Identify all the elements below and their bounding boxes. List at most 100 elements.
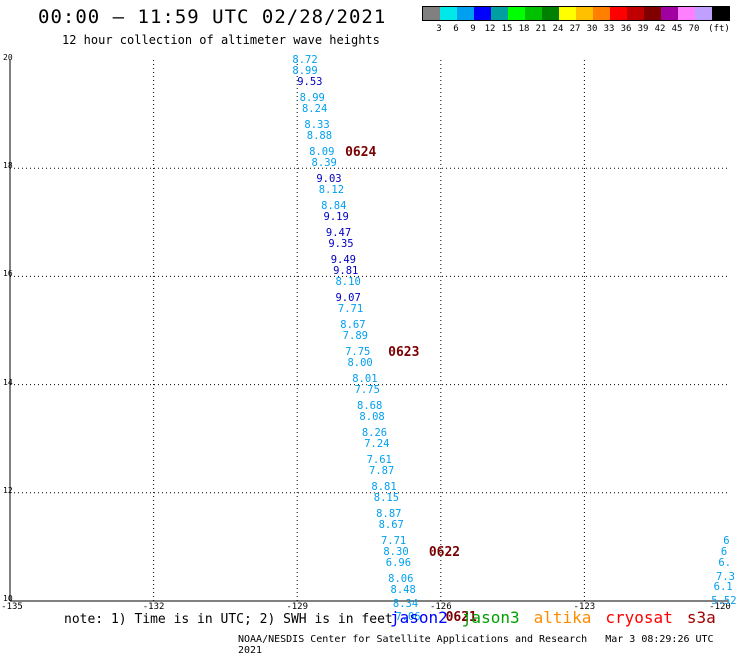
wave-height-value: 8.99 <box>299 91 325 104</box>
pass-time-label: 0624 <box>345 144 377 160</box>
longitude-label: -126 <box>429 602 452 612</box>
wave-height-value: 8.00 <box>347 356 373 369</box>
legend-label: 42 <box>654 24 666 34</box>
wave-height-value: 6.1 <box>713 581 733 594</box>
satellite-name: altika <box>533 608 592 627</box>
legend-label: 30 <box>586 24 598 34</box>
legend-swatch <box>542 7 559 20</box>
legend-label: 3 <box>436 24 442 34</box>
legend-label: 15 <box>501 24 513 34</box>
latitude-label: 12 <box>3 485 13 495</box>
wave-height-value: 8.39 <box>311 156 337 169</box>
legend-swatch <box>440 7 457 20</box>
wave-height-value: 8.88 <box>306 129 333 142</box>
wave-height-value: 9.35 <box>328 237 354 250</box>
wave-height-value: 8.81 <box>371 481 397 494</box>
legend-swatch <box>474 7 491 20</box>
legend-label: 6 <box>453 24 459 34</box>
legend-labels: 3 6 9 12 15 18 21 24 27 30 33 36 39 42 45 70 (ft) <box>422 24 730 38</box>
color-legend: 3 6 9 12 15 18 21 24 27 30 33 36 39 42 45 70 (ft) <box>422 6 730 38</box>
wave-height-value: 8.72 <box>292 54 318 66</box>
satellite-name: cryosat <box>605 608 673 627</box>
lat-lon-grid <box>9 60 728 602</box>
wave-height-value: 7.61 <box>366 454 392 467</box>
legend-label: 12 <box>484 24 496 34</box>
legend-label: 70 <box>688 24 700 34</box>
wave-height-value: 8.24 <box>301 102 328 115</box>
wave-height-value: 8.67 <box>378 519 404 532</box>
legend-swatch <box>576 7 593 20</box>
wave-height-value: 6 <box>723 535 730 548</box>
wave-height-value: 7.71 <box>380 535 407 548</box>
wave-height-value: 8.48 <box>390 584 416 597</box>
wave-height-value: 6.96 <box>385 557 412 570</box>
satellite-name: s3a <box>686 608 716 627</box>
wave-height-value: 8.30 <box>383 546 409 559</box>
legend-label: 33 <box>603 24 615 34</box>
latitude-label: 20 <box>3 53 13 62</box>
legend-swatch <box>695 7 712 20</box>
legend-swatch <box>678 7 695 20</box>
wave-height-value: 9.49 <box>330 254 356 267</box>
satellite-name: jason3 <box>461 608 520 627</box>
chart-subtitle: 12 hour collection of altimeter wave hei… <box>62 33 380 47</box>
longitude-label: -129 <box>286 602 309 612</box>
wave-height-value: 9.03 <box>316 173 342 186</box>
legend-swatch <box>627 7 644 20</box>
legend-label: 45 <box>671 24 683 34</box>
legend-label: 21 <box>535 24 547 34</box>
wave-height-value: 8.12 <box>318 183 345 196</box>
wave-height-value: 8.08 <box>359 411 385 424</box>
latitude-label: 16 <box>3 269 13 279</box>
longitude-label: -120 <box>709 602 731 612</box>
wave-height-value: 7.24 <box>364 438 390 451</box>
wave-height-value: 5.52 <box>711 595 737 607</box>
legend-swatch <box>661 7 678 20</box>
legend-label: 18 <box>518 24 530 34</box>
latitude-label: 10 <box>3 594 13 603</box>
wave-height-value: 7.89 <box>342 329 368 342</box>
credit-text: NOAA/NESDIS Center for Satellite Applica… <box>238 634 588 645</box>
wave-height-value: 7.3 <box>716 570 735 583</box>
wave-height-value: 9.53 <box>297 75 323 88</box>
longitude-label: -135 <box>1 602 23 612</box>
wave-height-value: 7.75 <box>354 384 380 396</box>
wave-height-value: 7.75 <box>345 346 371 359</box>
wave-height-value: 8.84 <box>321 200 347 213</box>
legend-swatch <box>525 7 542 20</box>
pass-time-label: 0622 <box>428 545 461 561</box>
longitude-label: -123 <box>573 602 596 612</box>
wave-height-value: 7.06 <box>395 611 421 624</box>
wave-height-value: 9.81 <box>333 264 359 277</box>
wave-height-value: 8.26 <box>361 427 388 440</box>
wave-height-value: 8.33 <box>304 118 330 131</box>
wave-height-value: 9.07 <box>335 292 361 305</box>
wave-height-value: 8.87 <box>376 508 402 521</box>
legend-swatch <box>610 7 627 20</box>
legend-label: 27 <box>569 24 581 34</box>
wave-height-value: 8.67 <box>340 319 366 332</box>
wave-height-value: 8.15 <box>373 492 400 505</box>
wave-height-value: 8.99 <box>292 64 318 77</box>
pass-time-label: 0621 <box>445 610 477 626</box>
chart-title: 00:00 – 11:59 UTC 02/28/2021 <box>38 6 387 28</box>
legend-label: 24 <box>552 24 564 34</box>
legend-label: 39 <box>637 24 649 34</box>
legend-label: 36 <box>620 24 632 34</box>
latitude-label: 14 <box>3 377 13 387</box>
legend-label: (ft) <box>708 24 730 34</box>
pass-time-label: 0623 <box>388 345 420 361</box>
legend-swatch <box>457 7 474 20</box>
wave-height-value: 8.01 <box>352 373 378 386</box>
legend-swatch <box>508 7 525 20</box>
satellite-name: jason2 <box>390 608 448 627</box>
wave-height-value: 8.06 <box>388 573 414 586</box>
wave-height-value: 8.09 <box>309 145 335 158</box>
wave-height-value: 8.10 <box>335 275 361 288</box>
wave-height-value: 7.71 <box>337 302 364 315</box>
credit-footer: NOAA/NESDIS Center for Satellite Applica… <box>238 634 740 656</box>
note-text: note: 1) Time is in UTC; 2) SWH is in fe… <box>64 612 393 627</box>
wave-height-value: 6. <box>718 557 732 570</box>
wave-height-value: 9.47 <box>325 227 352 240</box>
